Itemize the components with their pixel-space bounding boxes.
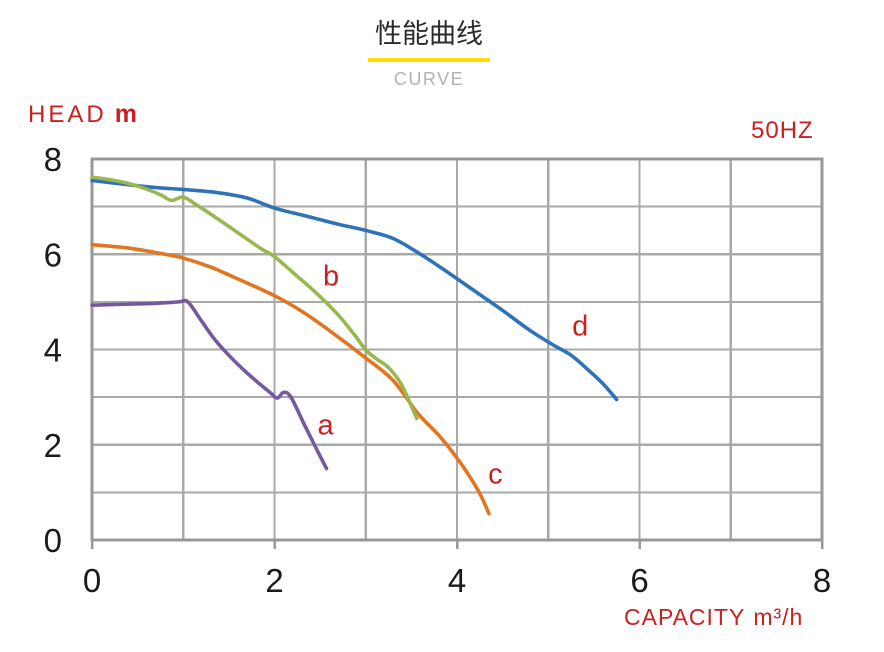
y-tick-label: 8 — [44, 141, 62, 178]
x-tick-label: 8 — [813, 562, 831, 599]
curve-label-c: c — [488, 458, 503, 490]
y-axis-unit: m — [114, 100, 137, 128]
y-tick-label: 4 — [44, 332, 62, 369]
x-tick-label: 0 — [83, 562, 101, 599]
chart-title: 性能曲线 — [375, 19, 483, 49]
chart-subtitle: CURVE — [393, 69, 465, 89]
x-axis-unit: m³/h — [753, 604, 804, 630]
x-axis-name: CAPACITY — [624, 604, 746, 630]
curve-label-d: d — [572, 311, 588, 343]
chart-header: 性能曲线 CURVE — [329, 16, 529, 90]
curve-c — [90, 242, 491, 516]
x-tick-label: 2 — [265, 562, 283, 599]
x-axis-title: CAPACITY m³/h — [624, 604, 803, 631]
y-tick-label: 6 — [44, 236, 62, 273]
curve-label-a: a — [318, 410, 335, 442]
y-axis-title: HEAD m — [28, 100, 137, 129]
curve-b — [90, 175, 419, 421]
y-tick-label: 2 — [44, 427, 62, 464]
plot-border — [90, 157, 824, 542]
frequency-label: 50HZ — [751, 117, 814, 144]
curve-label-b: b — [323, 261, 339, 293]
title-underline-divider — [368, 58, 490, 62]
y-tick-label: 0 — [44, 522, 62, 559]
x-tick-label: 4 — [448, 562, 466, 599]
y-axis-name: HEAD — [28, 101, 107, 128]
x-tick-label: 6 — [630, 562, 648, 599]
curve-d — [90, 178, 619, 402]
curve-a — [90, 298, 329, 471]
